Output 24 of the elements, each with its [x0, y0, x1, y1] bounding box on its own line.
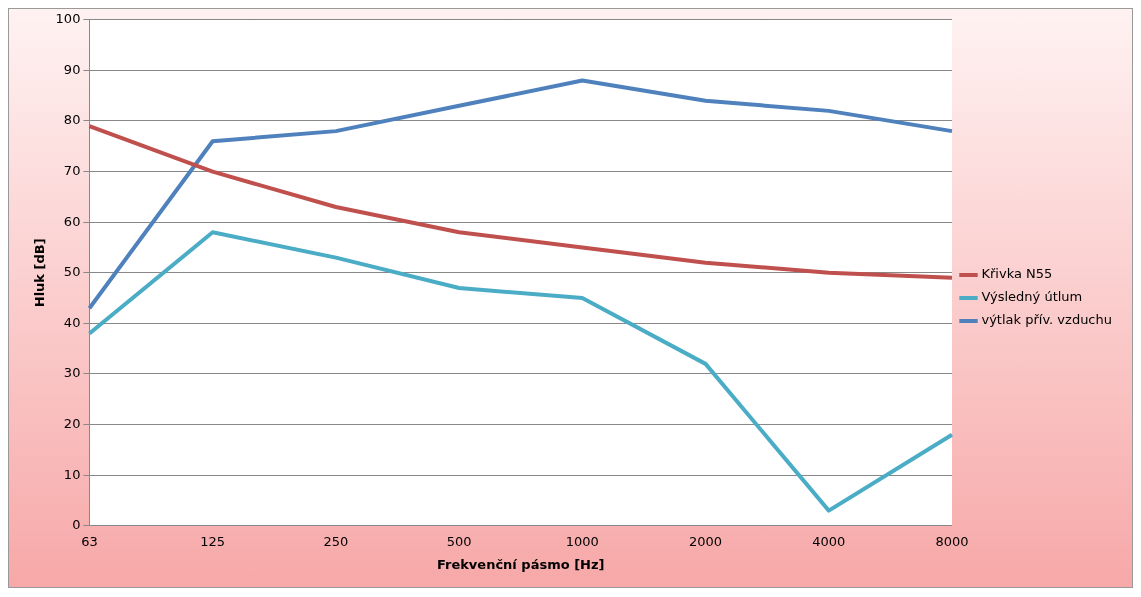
- y-tick-label: 60: [63, 213, 81, 229]
- legend-label: výtlak přív. vzduchu: [981, 312, 1112, 328]
- legend-label: Výsledný útlum: [981, 289, 1083, 305]
- y-axis-title: Hluk [dB]: [32, 238, 48, 308]
- x-tick-label: 4000: [812, 533, 846, 549]
- y-tick-label: 20: [63, 415, 81, 431]
- y-tick-label: 80: [63, 112, 81, 128]
- x-axis-title: Frekvenční pásmo [Hz]: [436, 556, 605, 572]
- x-tick-label: 1000: [565, 533, 599, 549]
- x-tick-label: 63: [81, 533, 98, 549]
- x-tick-label: 125: [200, 533, 226, 549]
- x-tick-label: 500: [446, 533, 472, 549]
- x-tick-label: 250: [323, 533, 349, 549]
- x-tick-label: 2000: [688, 533, 723, 549]
- y-tick-label: 10: [63, 466, 81, 482]
- y-tick-label: 70: [63, 162, 81, 178]
- y-tick-label: 90: [63, 61, 81, 77]
- y-tick-label: 40: [63, 314, 81, 330]
- y-tick-label: 100: [55, 11, 81, 27]
- y-tick-label: 0: [72, 517, 81, 533]
- legend-label: Křivka N55: [981, 266, 1053, 282]
- x-tick-label: 8000: [935, 533, 969, 549]
- y-tick-label: 30: [63, 365, 81, 381]
- y-tick-label: 50: [63, 264, 81, 280]
